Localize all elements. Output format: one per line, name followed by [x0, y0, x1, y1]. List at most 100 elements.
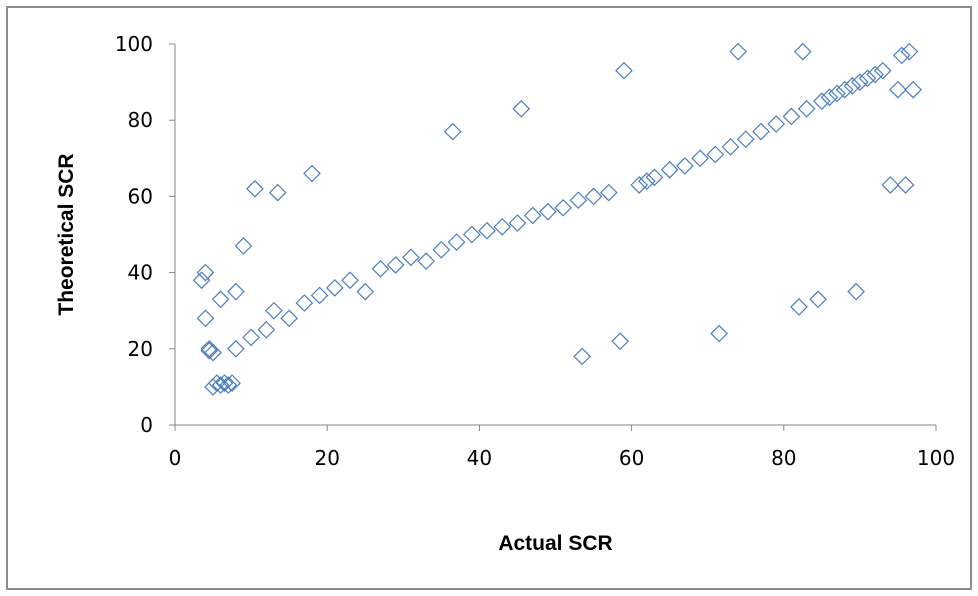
data-point — [691, 149, 709, 168]
data-point — [478, 221, 496, 240]
data-point — [280, 309, 298, 328]
data-point — [356, 282, 375, 301]
data-point — [554, 198, 572, 217]
data-point — [295, 294, 314, 312]
data-point — [847, 282, 865, 301]
x-tick-label: 0 — [169, 446, 182, 470]
data-point — [797, 99, 816, 118]
data-point — [569, 191, 588, 210]
data-point — [303, 164, 321, 183]
data-point — [447, 233, 466, 251]
data-point — [310, 286, 329, 305]
data-point — [813, 92, 831, 110]
data-point — [386, 256, 405, 274]
x-tick-label: 20 — [314, 446, 339, 470]
data-point — [866, 65, 884, 84]
data-point — [417, 252, 435, 271]
data-point — [432, 240, 451, 259]
data-point — [462, 225, 481, 244]
data-point — [721, 138, 740, 156]
data-point — [268, 183, 287, 202]
data-point — [843, 77, 862, 95]
data-point — [211, 376, 230, 394]
y-tick-label: 100 — [115, 32, 153, 56]
data-point — [828, 84, 846, 103]
data-point — [242, 328, 260, 347]
data-point — [192, 271, 211, 290]
data-point — [204, 343, 222, 362]
data-point — [793, 42, 812, 61]
data-point — [873, 61, 892, 80]
data-point — [896, 176, 915, 194]
data-point — [900, 42, 919, 61]
data-point — [809, 290, 827, 309]
y-axis-title: Theoretical SCR — [55, 153, 78, 315]
data-point — [211, 290, 230, 309]
data-point — [752, 122, 770, 141]
data-point — [660, 160, 679, 179]
data-point — [200, 341, 219, 360]
y-tick-label: 80 — [128, 108, 153, 132]
data-point — [257, 320, 276, 339]
data-point — [858, 69, 877, 88]
data-point — [512, 99, 531, 118]
data-point — [402, 248, 420, 267]
data-point — [341, 271, 359, 290]
y-tick-label: 40 — [128, 261, 153, 285]
data-point — [227, 282, 245, 301]
data-point — [196, 263, 215, 282]
data-point — [265, 301, 283, 320]
data-point — [493, 218, 512, 236]
data-point — [539, 202, 557, 221]
data-point — [676, 157, 694, 175]
x-tick-label: 100 — [917, 446, 955, 470]
x-tick-labels: 0 20 40 60 80 100 — [169, 446, 955, 470]
data-point — [219, 376, 238, 394]
data-points — [192, 42, 923, 396]
y-tick-label: 60 — [128, 184, 153, 208]
data-point — [630, 176, 649, 194]
data-point — [782, 107, 801, 126]
data-point — [196, 309, 215, 328]
data-point — [615, 61, 633, 80]
data-point — [736, 130, 755, 149]
data-point — [729, 42, 747, 61]
x-axis-title: Actual SCR — [498, 532, 612, 555]
data-point — [892, 46, 911, 65]
data-point — [584, 187, 603, 206]
x-tick-label: 40 — [467, 446, 492, 470]
data-point — [851, 73, 869, 91]
data-point — [208, 374, 226, 392]
x-tick-label: 80 — [771, 446, 796, 470]
y-tick-label: 20 — [128, 337, 153, 361]
data-point — [599, 183, 618, 202]
axes — [169, 43, 937, 431]
data-point — [611, 332, 630, 351]
data-point — [443, 122, 462, 141]
data-point — [790, 298, 808, 316]
y-tick-labels: 0 20 40 60 80 100 — [115, 32, 153, 437]
data-point — [227, 339, 245, 358]
data-point — [215, 374, 234, 392]
data-point — [371, 259, 390, 278]
data-point — [573, 347, 591, 366]
data-point — [223, 374, 241, 392]
data-point — [820, 88, 839, 107]
data-point — [508, 214, 527, 232]
data-point — [234, 237, 253, 255]
x-tick-label: 60 — [619, 446, 644, 470]
data-point — [767, 115, 786, 133]
y-tick-label: 0 — [140, 413, 153, 437]
data-point — [645, 168, 664, 187]
data-point — [637, 172, 656, 191]
data-point — [904, 80, 923, 99]
data-point — [835, 80, 854, 99]
data-point — [325, 278, 344, 297]
data-point — [889, 80, 907, 99]
data-point — [246, 179, 264, 198]
data-point — [710, 324, 728, 343]
data-point — [881, 176, 900, 194]
data-point — [706, 145, 725, 164]
data-point — [523, 206, 542, 225]
